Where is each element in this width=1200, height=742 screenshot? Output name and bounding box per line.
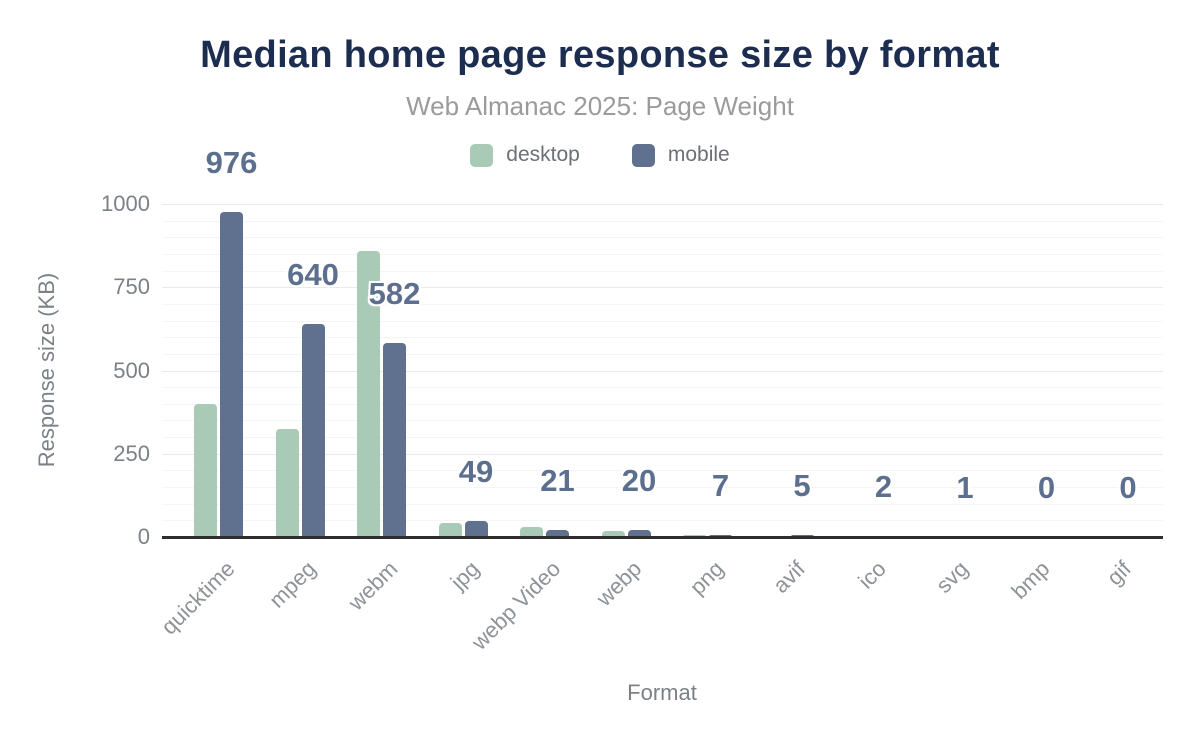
bar-desktop-webm[interactable] bbox=[357, 250, 380, 537]
bar-desktop-jpg[interactable] bbox=[438, 523, 462, 537]
legend-label-mobile: mobile bbox=[667, 143, 730, 166]
major-gridline bbox=[162, 453, 1163, 455]
x-tick-label-png: png bbox=[684, 556, 729, 600]
desktop-swatch-icon bbox=[470, 143, 494, 167]
minor-gridline bbox=[162, 520, 1163, 522]
y-tick-label: 750 bbox=[113, 274, 150, 300]
minor-gridline bbox=[162, 320, 1163, 322]
minor-gridline bbox=[162, 237, 1163, 239]
x-axis-title: Format bbox=[627, 680, 697, 705]
x-tick-label-mpeg: mpeg bbox=[264, 556, 321, 613]
bar-value-label: 640 bbox=[287, 256, 339, 292]
bar-value-label: 0 bbox=[1037, 470, 1056, 505]
major-gridline bbox=[162, 287, 1163, 289]
x-tick-label-jpg: jpg bbox=[445, 556, 484, 595]
minor-gridline bbox=[162, 303, 1163, 305]
bar-value-label: 976 bbox=[205, 145, 258, 180]
x-tick-label-webp: webp bbox=[591, 556, 647, 611]
x-axis-baseline bbox=[162, 536, 1163, 539]
minor-gridline bbox=[162, 353, 1163, 355]
bar-value-label: 582 bbox=[368, 276, 421, 312]
x-tick-label-quicktime: quicktime bbox=[155, 556, 240, 640]
bar-mobile-webp[interactable] bbox=[627, 530, 651, 537]
y-tick-label: 0 bbox=[137, 524, 150, 549]
chart-title: Median home page response size by format bbox=[200, 34, 1000, 76]
x-tick-label-gif: gif bbox=[1101, 556, 1136, 591]
legend-item-desktop[interactable]: desktop bbox=[470, 143, 580, 167]
y-tick-label: 250 bbox=[113, 440, 150, 466]
bar-mobile-webm[interactable] bbox=[383, 343, 406, 537]
minor-gridline bbox=[162, 253, 1163, 255]
legend-item-mobile[interactable]: mobile bbox=[631, 143, 730, 167]
x-tick-label-bmp: bmp bbox=[1006, 556, 1055, 604]
minor-gridline bbox=[162, 387, 1163, 389]
bar-value-label: 2 bbox=[874, 469, 893, 505]
bar-value-label: 0 bbox=[1119, 470, 1137, 505]
minor-gridline bbox=[162, 270, 1163, 272]
minor-gridline bbox=[162, 487, 1163, 489]
bar-value-label: 20 bbox=[621, 463, 657, 499]
minor-gridline bbox=[162, 403, 1163, 405]
minor-gridline bbox=[162, 420, 1163, 422]
minor-gridline bbox=[162, 220, 1163, 222]
bar-desktop-quicktime[interactable] bbox=[194, 403, 217, 537]
bar-value-label: 5 bbox=[793, 468, 811, 504]
bar-value-label: 1 bbox=[956, 469, 974, 505]
bar-mobile-webp-Video[interactable] bbox=[546, 530, 569, 537]
bar-value-label: 49 bbox=[458, 453, 494, 489]
x-tick-label-webm: webm bbox=[343, 556, 403, 616]
major-gridline bbox=[162, 204, 1163, 205]
minor-gridline bbox=[162, 470, 1163, 472]
bar-mobile-png[interactable] bbox=[709, 534, 732, 537]
x-tick-label-avif: avif bbox=[767, 556, 810, 598]
x-tick-label-ico: ico bbox=[853, 556, 892, 594]
x-tick-label-svg: svg bbox=[930, 556, 973, 598]
y-tick-label: 500 bbox=[113, 357, 150, 383]
major-gridline bbox=[162, 370, 1163, 372]
minor-gridline bbox=[162, 337, 1163, 339]
bar-value-label: 21 bbox=[540, 463, 575, 498]
mobile-swatch-icon bbox=[631, 143, 655, 167]
bar-mobile-mpeg[interactable] bbox=[301, 323, 325, 537]
bar-mobile-quicktime[interactable] bbox=[220, 212, 243, 537]
chart-subtitle: Web Almanac 2025: Page Weight bbox=[406, 91, 794, 121]
minor-gridline bbox=[162, 503, 1163, 505]
legend: desktop mobile bbox=[0, 143, 1200, 167]
bar-desktop-mpeg[interactable] bbox=[275, 428, 299, 537]
legend-label-desktop: desktop bbox=[506, 143, 580, 166]
bar-value-label: 7 bbox=[711, 467, 730, 503]
y-tick-label: 1000 bbox=[101, 191, 150, 216]
bar-desktop-webp[interactable] bbox=[601, 531, 625, 537]
bar-mobile-jpg[interactable] bbox=[464, 520, 488, 537]
bar-desktop-webp-Video[interactable] bbox=[520, 527, 543, 537]
minor-gridline bbox=[162, 437, 1163, 439]
